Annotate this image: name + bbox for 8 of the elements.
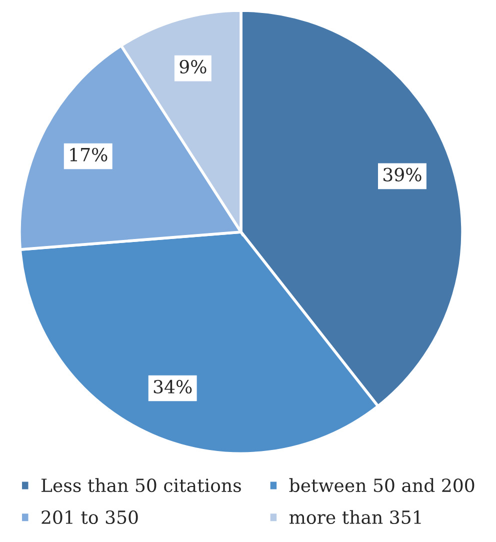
- legend-label: 201 to 350: [42, 510, 138, 524]
- data-label: 39%: [384, 168, 422, 182]
- data-label: 9%: [180, 60, 206, 74]
- legend-label: between 50 and 200: [289, 478, 474, 492]
- legend-label: more than 351: [289, 510, 421, 524]
- legend-label: Less than 50 citations: [41, 478, 241, 492]
- data-label: 34%: [154, 380, 192, 394]
- data-label: 17%: [70, 148, 108, 162]
